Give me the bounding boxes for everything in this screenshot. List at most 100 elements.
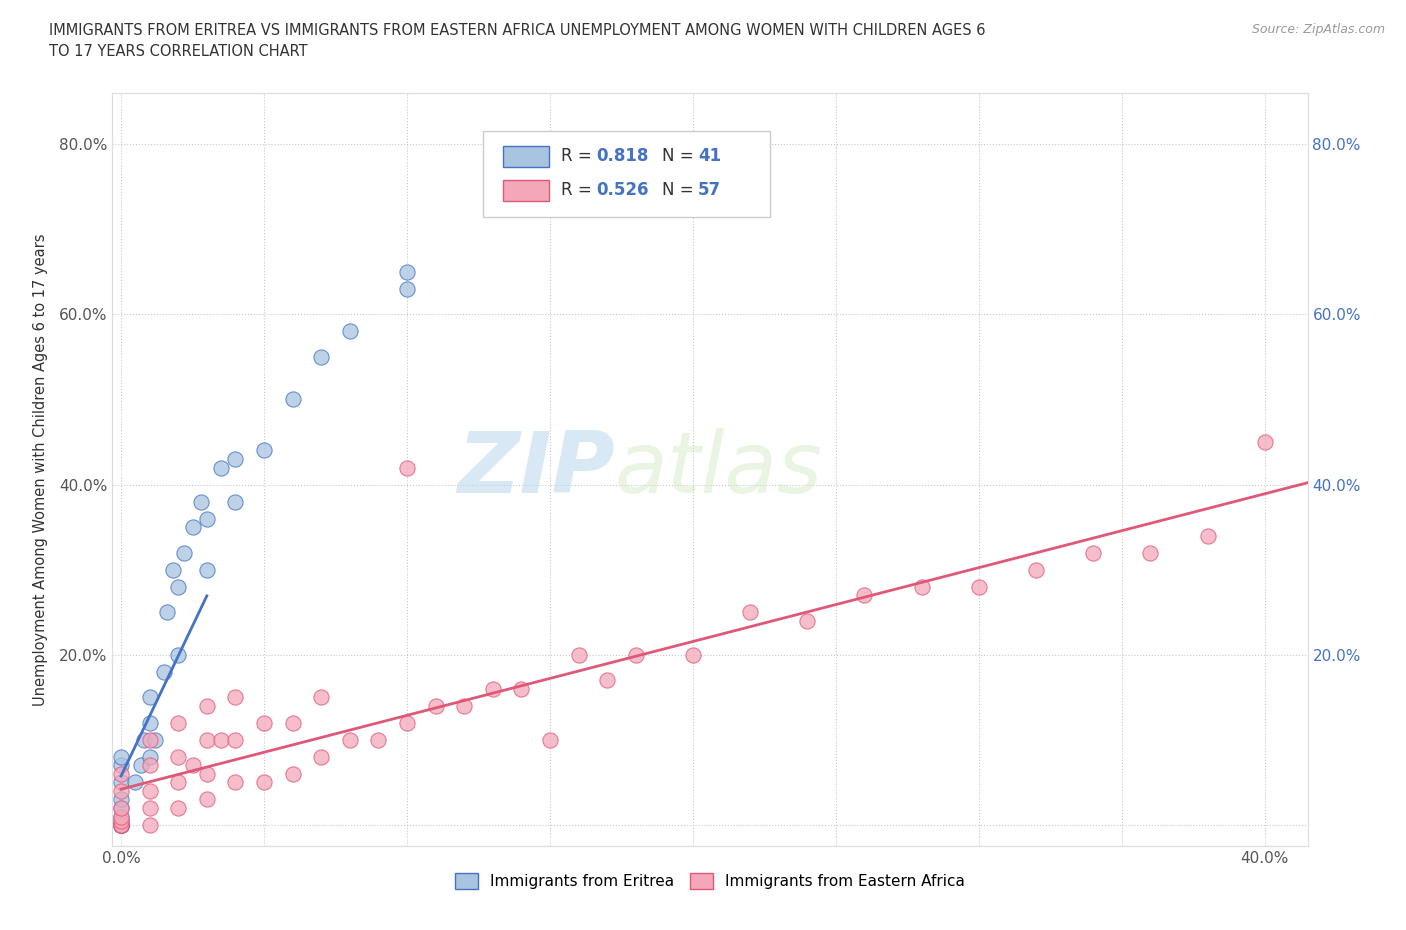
Point bbox=[395, 715, 418, 730]
Point bbox=[156, 604, 179, 619]
Point bbox=[110, 809, 132, 824]
Point bbox=[1139, 545, 1161, 560]
Point bbox=[195, 512, 218, 526]
Point bbox=[224, 775, 246, 790]
Point bbox=[567, 647, 589, 662]
Point bbox=[253, 775, 276, 790]
Point bbox=[1081, 545, 1104, 560]
Point bbox=[138, 690, 160, 705]
Point bbox=[395, 460, 418, 475]
Text: IMMIGRANTS FROM ERITREA VS IMMIGRANTS FROM EASTERN AFRICA UNEMPLOYMENT AMONG WOM: IMMIGRANTS FROM ERITREA VS IMMIGRANTS FR… bbox=[49, 23, 986, 38]
Point bbox=[224, 494, 246, 509]
Point bbox=[395, 282, 418, 297]
Text: N =: N = bbox=[662, 181, 699, 199]
Point bbox=[110, 817, 132, 832]
Point bbox=[153, 664, 176, 679]
Point bbox=[1253, 434, 1275, 449]
Point bbox=[910, 579, 932, 594]
Point bbox=[110, 792, 132, 807]
Point bbox=[190, 494, 212, 509]
Text: TO 17 YEARS CORRELATION CHART: TO 17 YEARS CORRELATION CHART bbox=[49, 44, 308, 59]
Point bbox=[110, 817, 132, 832]
Point bbox=[1025, 563, 1047, 578]
Point bbox=[738, 604, 761, 619]
Legend: Immigrants from Eritrea, Immigrants from Eastern Africa: Immigrants from Eritrea, Immigrants from… bbox=[449, 867, 972, 896]
Point bbox=[209, 460, 232, 475]
Point bbox=[339, 733, 361, 748]
Point bbox=[167, 647, 190, 662]
Point bbox=[281, 392, 304, 406]
Point bbox=[195, 766, 218, 781]
Point bbox=[110, 775, 132, 790]
Point bbox=[224, 452, 246, 467]
Point bbox=[195, 792, 218, 807]
Point bbox=[110, 814, 132, 829]
Point bbox=[138, 817, 160, 832]
Point bbox=[124, 775, 146, 790]
FancyBboxPatch shape bbox=[484, 131, 770, 218]
Point bbox=[967, 579, 990, 594]
Point bbox=[481, 682, 503, 697]
Text: R =: R = bbox=[561, 147, 596, 166]
Text: 57: 57 bbox=[699, 181, 721, 199]
Point bbox=[138, 758, 160, 773]
Point bbox=[110, 750, 132, 764]
Text: 0.818: 0.818 bbox=[596, 147, 650, 166]
Point bbox=[110, 809, 132, 824]
Point bbox=[110, 784, 132, 799]
Point bbox=[596, 673, 619, 688]
Point bbox=[538, 733, 561, 748]
Point bbox=[138, 733, 160, 748]
Point bbox=[181, 758, 204, 773]
Point bbox=[138, 715, 160, 730]
Point bbox=[367, 733, 389, 748]
Point bbox=[110, 814, 132, 829]
Text: Source: ZipAtlas.com: Source: ZipAtlas.com bbox=[1251, 23, 1385, 36]
Point bbox=[309, 350, 332, 365]
Point bbox=[253, 443, 276, 458]
Point bbox=[110, 817, 132, 832]
Text: ZIP: ZIP bbox=[457, 428, 614, 512]
Text: atlas: atlas bbox=[614, 428, 823, 512]
Point bbox=[195, 563, 218, 578]
Point bbox=[510, 682, 533, 697]
Point bbox=[309, 690, 332, 705]
Point bbox=[309, 750, 332, 764]
Point bbox=[209, 733, 232, 748]
Point bbox=[110, 817, 132, 832]
Point bbox=[181, 520, 204, 535]
Point bbox=[253, 715, 276, 730]
Point bbox=[110, 758, 132, 773]
Point bbox=[138, 750, 160, 764]
Point bbox=[281, 715, 304, 730]
Point bbox=[425, 698, 447, 713]
Point bbox=[682, 647, 704, 662]
Point bbox=[110, 817, 132, 832]
Point bbox=[110, 801, 132, 816]
Point bbox=[339, 324, 361, 339]
Point bbox=[796, 613, 818, 628]
Point bbox=[395, 264, 418, 279]
Point bbox=[110, 817, 132, 832]
Point bbox=[167, 775, 190, 790]
Point bbox=[110, 817, 132, 832]
Point bbox=[162, 563, 184, 578]
Point bbox=[145, 733, 167, 748]
Point bbox=[224, 733, 246, 748]
Text: N =: N = bbox=[662, 147, 699, 166]
Point bbox=[624, 647, 647, 662]
Point bbox=[195, 698, 218, 713]
Point bbox=[1197, 528, 1219, 543]
Point bbox=[110, 817, 132, 832]
Point bbox=[138, 801, 160, 816]
Text: R =: R = bbox=[561, 181, 596, 199]
FancyBboxPatch shape bbox=[503, 179, 548, 201]
Point bbox=[167, 801, 190, 816]
Text: 0.526: 0.526 bbox=[596, 181, 650, 199]
Point bbox=[167, 579, 190, 594]
Point bbox=[453, 698, 475, 713]
Point bbox=[110, 817, 132, 832]
Point bbox=[167, 715, 190, 730]
Y-axis label: Unemployment Among Women with Children Ages 6 to 17 years: Unemployment Among Women with Children A… bbox=[32, 233, 48, 706]
Point bbox=[132, 733, 155, 748]
